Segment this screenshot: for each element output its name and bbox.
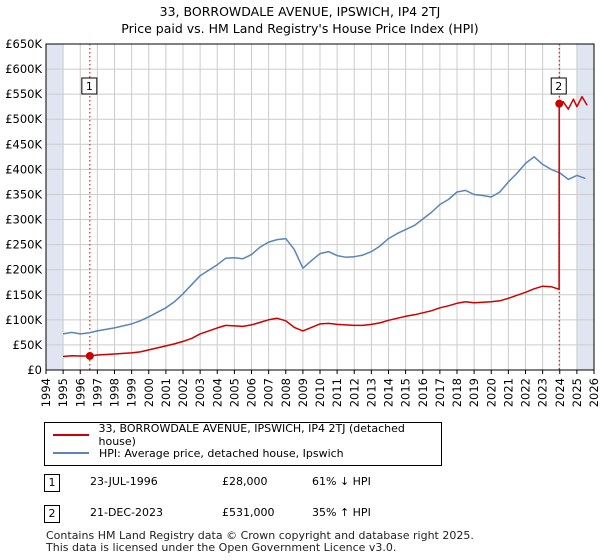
annotation-date: 21-DEC-2023	[90, 506, 164, 519]
x-tick-label: 2006	[245, 378, 259, 407]
x-tick-label: 1999	[125, 378, 139, 407]
footer: Contains HM Land Registry data © Crown c…	[46, 530, 474, 554]
annotation-number: 1	[44, 474, 60, 492]
x-tick-label: 2014	[382, 378, 396, 407]
x-tick-label: 2015	[399, 378, 413, 407]
x-tick-label: 2004	[210, 378, 224, 407]
x-tick-label: 2018	[450, 378, 464, 407]
y-tick-label: £650K	[5, 37, 42, 51]
x-tick-label: 2007	[262, 378, 276, 407]
footer-copyright: Contains HM Land Registry data © Crown c…	[46, 529, 474, 542]
y-tick-label: £250K	[5, 238, 42, 252]
x-tick-label: 2025	[570, 378, 584, 407]
chart-title: 33, BORROWDALE AVENUE, IPSWICH, IP4 2TJ	[159, 4, 441, 19]
x-tick-label: 2001	[159, 378, 173, 407]
y-tick-label: £600K	[5, 62, 42, 76]
y-tick-label: £450K	[5, 137, 42, 151]
legend-label-property: 33, BORROWDALE AVENUE, IPSWICH, IP4 2TJ …	[98, 422, 405, 448]
x-tick-label: 2020	[484, 378, 498, 407]
x-tick-label: 1998	[108, 378, 122, 407]
chart-subtitle: Price paid vs. HM Land Registry's House …	[121, 21, 479, 36]
x-tick-label: 2021	[501, 378, 515, 407]
property-line-swatch	[53, 434, 89, 436]
y-tick-label: £150K	[5, 288, 42, 302]
shaded-region	[46, 44, 64, 370]
legend: 33, BORROWDALE AVENUE, IPSWICH, IP4 2TJ …	[44, 422, 442, 466]
y-tick-label: £0	[27, 363, 42, 377]
annotation-hpi-diff: 61% ↓ HPI	[312, 475, 371, 488]
x-tick-label: 1997	[90, 378, 104, 407]
hpi-line	[62, 156, 586, 335]
marker-label: 2	[555, 80, 562, 93]
x-tick-label: 2009	[296, 378, 310, 407]
x-tick-label: 2026	[587, 378, 600, 407]
annotation-price: £531,000	[222, 506, 275, 519]
annotation-price: £28,000	[222, 475, 268, 488]
annotation-hpi-diff: 35% ↑ HPI	[312, 506, 371, 519]
x-tick-label: 1995	[56, 378, 70, 407]
x-tick-label: 2010	[313, 378, 327, 407]
annotation-number: 2	[44, 505, 60, 523]
sale-point	[555, 99, 564, 108]
hpi-line-swatch	[53, 452, 89, 454]
footer-licence: This data is licensed under the Open Gov…	[46, 541, 397, 554]
annotation-date: 23-JUL-1996	[90, 475, 158, 488]
shaded-region	[576, 44, 594, 370]
x-tick-label: 2016	[416, 378, 430, 407]
x-tick-label: 2008	[279, 378, 293, 407]
legend-item-property: 33, BORROWDALE AVENUE, IPSWICH, IP4 2TJ …	[53, 422, 441, 448]
marker-label-box	[81, 77, 98, 95]
x-tick-label: 2012	[347, 378, 361, 407]
y-tick-label: £50K	[13, 338, 43, 352]
legend-item-hpi: HPI: Average price, detached house, Ipsw…	[53, 445, 344, 461]
x-tick-label: 2002	[176, 378, 190, 407]
y-tick-label: £500K	[5, 112, 42, 126]
x-tick-label: 2011	[330, 378, 344, 407]
y-tick-label: £350K	[5, 187, 42, 201]
x-tick-label: 2023	[536, 378, 550, 407]
legend-label-hpi: HPI: Average price, detached house, Ipsw…	[99, 446, 344, 460]
x-tick-label: 2019	[467, 378, 481, 407]
x-tick-label: 2003	[193, 378, 207, 407]
x-tick-label: 2000	[142, 378, 156, 407]
x-tick-label: 1996	[73, 378, 87, 407]
y-tick-label: £100K	[5, 313, 42, 327]
y-tick-label: £400K	[5, 162, 42, 176]
marker-label-box	[550, 77, 567, 95]
x-tick-label: 2017	[433, 378, 447, 407]
x-tick-label: 2005	[227, 378, 241, 407]
x-tick-label: 2013	[364, 378, 378, 407]
y-tick-label: £300K	[5, 213, 42, 227]
property-price-line	[63, 95, 588, 358]
price-chart: £0 £50K £100K £150K £200K £250K £300K £350K £400…	[5, 37, 600, 407]
x-tick-label: 2022	[519, 378, 533, 407]
y-tick-label: £550K	[5, 87, 42, 101]
sale-point	[85, 351, 94, 360]
x-tick-label: 1994	[39, 378, 53, 407]
marker-label: 1	[86, 80, 93, 93]
x-tick-label: 2024	[553, 378, 567, 407]
plot-frame	[45, 43, 595, 371]
y-tick-label: £200K	[5, 263, 42, 277]
